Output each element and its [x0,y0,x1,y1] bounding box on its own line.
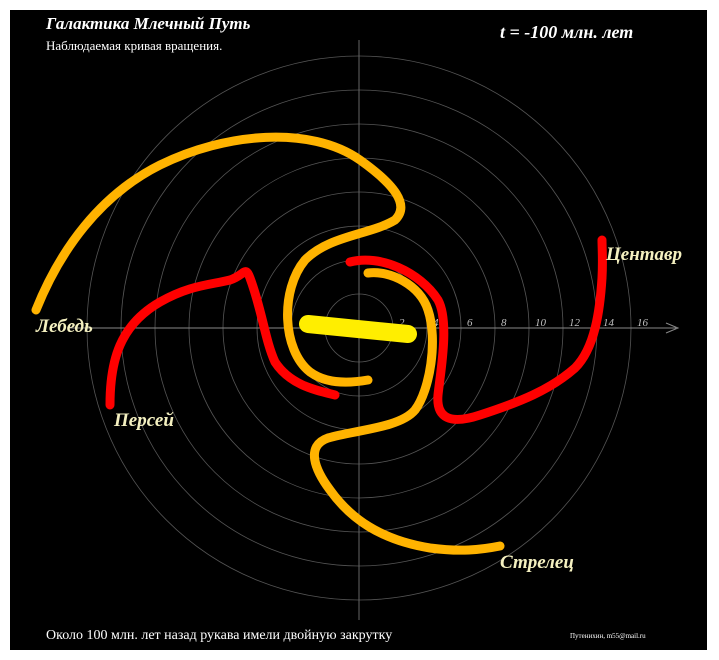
arm-strelec [309,268,505,555]
x-axis-arrow [665,322,680,334]
galaxy-diagram: 2 4 6 8 10 12 14 16 [31,40,680,620]
arm-label-persei: Персей [114,410,174,431]
arm-label-strelec: Стрелец [500,552,574,573]
author-credit: Путенихин, m55@mail.ru [570,632,646,640]
arm-centavr [345,235,607,424]
tick-label: 6 [467,317,473,329]
diagram-canvas: 2 4 6 8 10 12 14 16 Галактика Млечный Пу… [10,10,707,650]
tick-label: 2 [399,317,405,329]
tick-label: 8 [501,317,507,329]
tick-label: 12 [569,317,581,329]
time-label: t = -100 млн. лет [500,22,634,42]
tick-label: 10 [535,317,547,329]
tick-label: 16 [637,317,649,329]
diagram-title: Галактика Млечный Путь [46,14,251,33]
arm-lebed [31,132,406,387]
arm-persei [105,267,340,410]
arm-label-lebed: Лебедь [36,316,93,337]
arm-label-centavr: Центавр [606,244,683,265]
diagram-subtitle: Наблюдаемая кривая вращения. [46,38,223,53]
galactic-bar [299,315,417,343]
tick-label: 14 [603,317,615,329]
footnote: Около 100 млн. лет назад рукава имели дв… [46,628,393,643]
tick-label: 4 [433,317,439,329]
